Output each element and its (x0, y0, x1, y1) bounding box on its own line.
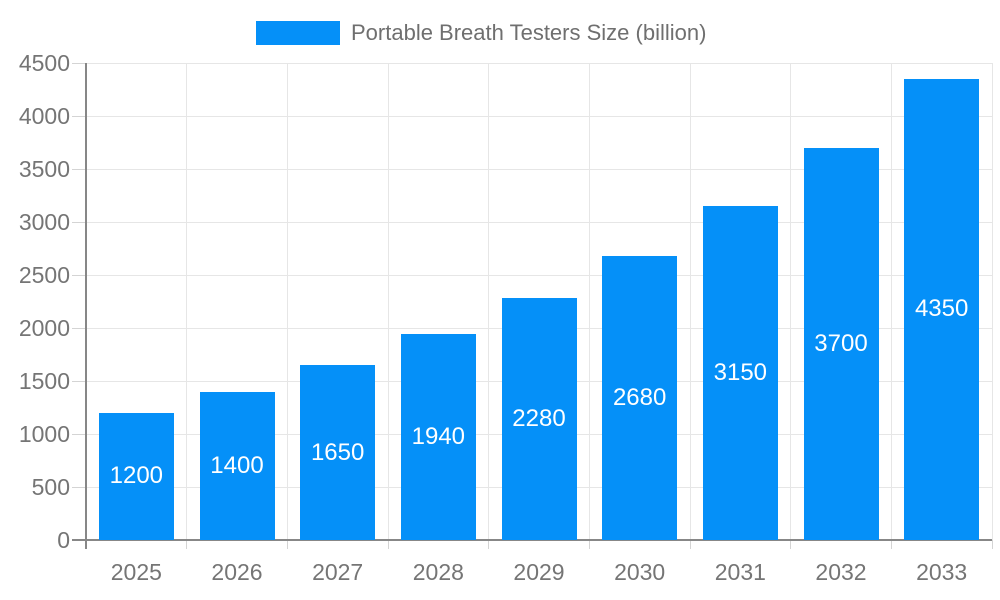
bar-2032[interactable] (803, 147, 879, 540)
y-axis-tick (72, 115, 86, 117)
bar-2027[interactable] (300, 365, 376, 540)
y-axis-tick-label: 2500 (18, 262, 70, 288)
y-axis-tick-label: 3000 (18, 209, 70, 235)
y-axis-tick (72, 380, 86, 382)
x-axis-tick (689, 540, 691, 549)
x-axis-tick-label: 2031 (714, 559, 766, 585)
bar-value-label: 1200 (109, 462, 164, 490)
x-axis-tick-label: 2032 (815, 559, 867, 585)
bar-2033[interactable] (904, 78, 980, 540)
y-axis-tick (72, 274, 86, 276)
y-axis-tick-label: 500 (31, 474, 70, 500)
x-axis-line (72, 539, 992, 541)
bar-2030[interactable] (602, 255, 678, 540)
gridline-vertical (991, 63, 993, 540)
gridline-horizontal (86, 274, 992, 276)
y-axis-tick-label: 4000 (18, 103, 70, 129)
bar-value-label: 1650 (310, 438, 365, 466)
y-axis-tick (72, 327, 86, 329)
legend-label: Portable Breath Testers Size (billion) (351, 20, 707, 45)
x-axis-tick-label: 2025 (110, 559, 162, 585)
y-axis-tick-label: 3500 (18, 156, 70, 182)
x-axis-tick (991, 540, 993, 549)
gridline-horizontal (86, 62, 992, 64)
bar-value-label: 2680 (612, 383, 667, 411)
legend[interactable]: Portable Breath Testers Size (billion) (256, 20, 706, 46)
gridline-vertical (186, 63, 188, 540)
gridline-vertical (387, 63, 389, 540)
y-axis-tick (72, 168, 86, 170)
x-axis-tick (186, 540, 188, 549)
x-axis-tick (890, 540, 892, 549)
gridline-horizontal (86, 221, 992, 223)
bar-2026[interactable] (199, 391, 275, 540)
x-axis-tick-label: 2027 (312, 559, 364, 585)
bar-value-label: 3150 (713, 359, 768, 387)
legend-swatch (256, 21, 340, 45)
bar-value-label: 2280 (512, 405, 566, 433)
x-axis-tick (790, 540, 792, 549)
x-axis-tick (588, 540, 590, 549)
x-axis-tick (286, 540, 288, 549)
gridline-vertical (689, 63, 691, 540)
gridline-vertical (890, 63, 892, 540)
gridline-vertical (588, 63, 590, 540)
gridline-horizontal (86, 115, 992, 117)
x-axis-tick-label: 2033 (916, 559, 968, 585)
bar-value-label: 1400 (210, 451, 264, 479)
gridline-horizontal (86, 168, 992, 170)
bar-value-label: 4350 (914, 295, 969, 323)
gridline-vertical (790, 63, 792, 540)
y-axis-tick (72, 62, 86, 64)
x-axis-tick-label: 2028 (412, 559, 464, 585)
y-axis-line (85, 63, 87, 549)
x-axis-tick-label: 2030 (614, 559, 666, 585)
bar-2031[interactable] (702, 206, 778, 540)
y-axis-tick-label: 0 (57, 527, 70, 553)
bar-2028[interactable] (400, 334, 476, 540)
bar-2025[interactable] (98, 412, 174, 540)
x-axis-tick-label: 2029 (513, 559, 565, 585)
y-axis-tick (72, 486, 86, 488)
x-axis-tick (387, 540, 389, 549)
y-axis-tick (72, 221, 86, 223)
x-axis-tick (488, 540, 490, 549)
y-axis-tick-label: 1000 (18, 421, 70, 447)
bar-2029[interactable] (501, 298, 577, 540)
y-axis-tick-label: 1500 (18, 368, 70, 394)
y-axis-tick (72, 433, 86, 435)
x-axis-tick-label: 2026 (211, 559, 263, 585)
gridline-vertical (488, 63, 490, 540)
y-axis-tick-label: 4500 (18, 50, 70, 76)
bar-value-label: 1940 (411, 423, 466, 451)
bar-value-label: 3700 (814, 329, 868, 357)
y-axis-tick-label: 2000 (18, 315, 70, 341)
gridline-vertical (286, 63, 288, 540)
